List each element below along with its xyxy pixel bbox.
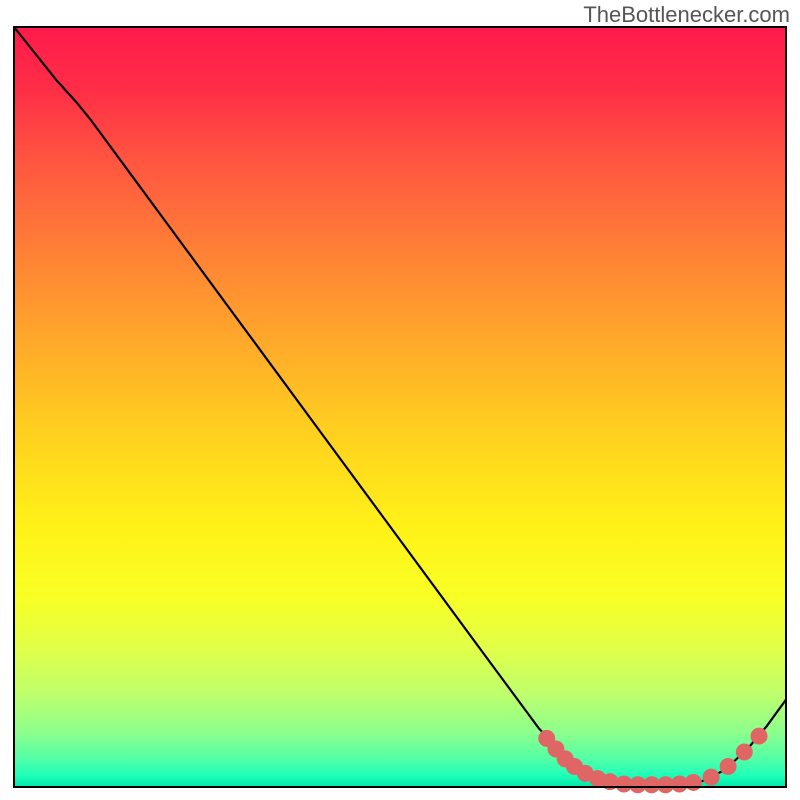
watermark-text: TheBottlenecker.com xyxy=(583,2,790,28)
bottleneck-chart xyxy=(0,0,800,800)
data-marker xyxy=(736,744,753,761)
gradient-background xyxy=(14,27,786,787)
data-marker xyxy=(750,728,767,745)
data-marker xyxy=(703,769,720,786)
data-marker xyxy=(720,758,737,775)
data-marker xyxy=(685,774,702,791)
